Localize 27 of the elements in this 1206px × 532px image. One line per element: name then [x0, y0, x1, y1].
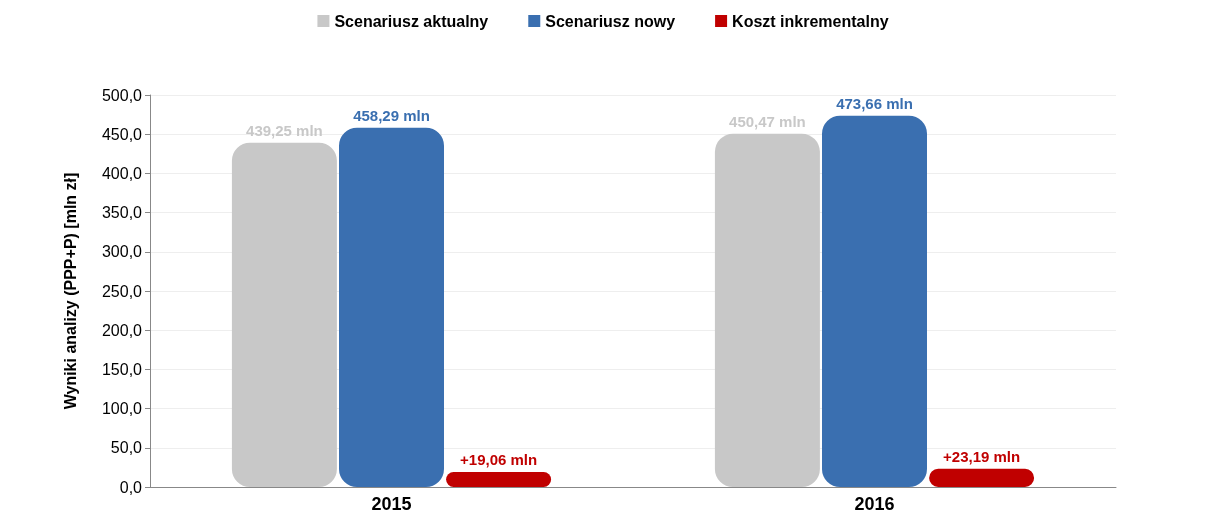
data-label: 473,66 mln	[836, 94, 913, 112]
data-label: 458,29 mln	[353, 106, 430, 124]
y-tick-label: 300,0	[101, 243, 143, 261]
bar	[339, 127, 444, 487]
legend-label: Scenariusz nowy	[545, 12, 676, 30]
data-label: +19,06 mln	[460, 451, 538, 469]
y-axis-title: Wyniki analizy (PPP+P) [mln zł]	[61, 172, 79, 410]
legend-label: Koszt inkrementalny	[732, 12, 889, 30]
y-tick-label: 500,0	[101, 86, 143, 104]
bar	[231, 142, 337, 487]
bar	[714, 133, 820, 487]
x-tick-label: 2016	[854, 494, 895, 514]
y-tick-label: 0,0	[119, 478, 143, 496]
legend-label: Scenariusz aktualny	[334, 12, 489, 30]
y-tick-label: 400,0	[101, 164, 143, 182]
y-tick-label: 350,0	[101, 204, 143, 222]
x-tick-label: 2015	[371, 494, 412, 514]
y-tick-label: 150,0	[101, 360, 143, 378]
bar	[822, 115, 927, 487]
y-tick-label: 50,0	[110, 439, 143, 457]
y-tick-label: 250,0	[101, 282, 143, 300]
bar	[929, 468, 1035, 487]
y-tick-label: 200,0	[101, 321, 143, 339]
y-tick-label: 100,0	[101, 400, 143, 418]
data-label: +23,19 mln	[943, 447, 1021, 465]
bar	[446, 472, 552, 487]
y-tick-label: 450,0	[101, 125, 143, 143]
